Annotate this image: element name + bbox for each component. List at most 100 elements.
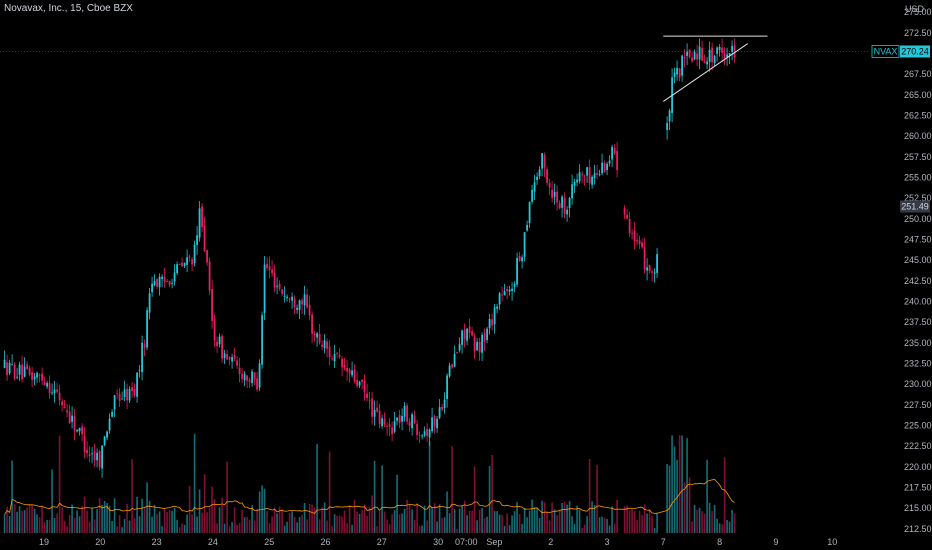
y-tick-label: 267.50 — [904, 69, 932, 79]
candle-body — [163, 277, 166, 282]
volume-bar — [353, 499, 356, 533]
candle-body — [566, 209, 568, 215]
volume-bar — [553, 509, 556, 533]
volume-bar — [601, 516, 603, 533]
volume-bar — [231, 522, 233, 533]
candle-body — [641, 242, 643, 248]
candle-body — [718, 46, 721, 50]
candle-body — [343, 365, 346, 368]
candle-body — [183, 262, 186, 267]
candle-body — [381, 418, 383, 427]
candle-body — [141, 342, 143, 373]
candle-body — [428, 429, 431, 438]
volume-bar — [466, 515, 468, 533]
volume-bar — [273, 507, 276, 533]
volume-bar — [476, 520, 478, 533]
volume-bar — [598, 517, 601, 533]
x-tick-label: 9 — [773, 537, 778, 547]
volume-bar — [631, 509, 633, 533]
volume-bar — [216, 523, 218, 533]
volume-bar — [211, 486, 213, 533]
volume-bar — [431, 507, 433, 533]
volume-bar — [306, 519, 308, 533]
candle-body — [96, 452, 98, 461]
candle-body — [708, 49, 711, 62]
volume-bar — [396, 474, 398, 533]
volume-bar — [586, 516, 588, 533]
volume-bar — [66, 526, 68, 533]
candle-body — [268, 266, 271, 271]
candle-body — [3, 359, 6, 368]
candle-body — [318, 333, 321, 343]
volume-bar — [418, 525, 421, 533]
volume-bar — [481, 508, 483, 533]
volume-bar — [196, 516, 198, 533]
candle-body — [483, 332, 486, 342]
volume-bar — [181, 523, 183, 533]
volume-bar — [246, 516, 248, 533]
candle-body — [681, 55, 683, 76]
x-tick-label: 20 — [95, 537, 105, 547]
candle-body — [688, 49, 691, 58]
candle-body — [716, 47, 718, 54]
y-tick-label: 260.00 — [904, 131, 932, 141]
candle-body — [378, 410, 381, 425]
candle-body — [336, 352, 338, 354]
volume-bar — [256, 508, 258, 533]
candle-body — [168, 280, 171, 285]
volume-bar — [363, 504, 366, 533]
volume-bar — [203, 474, 206, 533]
volume-bar — [291, 511, 293, 533]
candle-body — [178, 264, 181, 265]
volume-bar — [351, 524, 353, 533]
trendline-support[interactable] — [663, 43, 749, 102]
volume-bar — [573, 524, 576, 533]
candle-body — [401, 415, 403, 422]
volume-bar — [288, 512, 291, 533]
volume-bar — [8, 516, 11, 533]
candle-body — [581, 174, 583, 176]
candle-body — [538, 169, 541, 177]
candle-body — [568, 197, 571, 208]
volume-bar — [198, 489, 201, 533]
volume-bar — [406, 499, 408, 533]
candle-body — [48, 382, 51, 393]
candle-body — [291, 296, 293, 301]
volume-bar — [681, 435, 683, 533]
volume-bar — [46, 520, 48, 533]
volume-bar — [113, 498, 116, 533]
candle-body — [233, 354, 236, 359]
volume-bar — [338, 515, 341, 533]
volume-bar — [128, 520, 131, 533]
candle-body — [116, 393, 118, 395]
candle-body — [248, 379, 251, 382]
candle-body — [121, 398, 123, 400]
chart-title: Novavax, Inc., 15, Cboe BZX — [4, 3, 133, 14]
candle-body — [113, 395, 116, 410]
volume-bar — [478, 509, 481, 533]
candle-body — [33, 376, 36, 380]
volume-bar — [521, 523, 523, 533]
candle-body — [416, 424, 418, 436]
candle-body — [351, 370, 353, 376]
volume-bar — [136, 496, 138, 533]
volume-bar — [386, 519, 388, 533]
candle-body — [338, 354, 341, 357]
volume-bar — [36, 514, 38, 533]
candle-body — [186, 257, 188, 265]
volume-bar — [408, 503, 411, 533]
candle-body — [373, 409, 376, 417]
candle-body — [118, 393, 121, 401]
y-tick-label: 215.00 — [904, 503, 932, 513]
candle-body — [623, 208, 626, 215]
volume-bar — [16, 511, 18, 533]
candle-body — [63, 407, 66, 408]
last-price-tag — [900, 200, 930, 213]
volume-bar — [18, 506, 21, 533]
volume-bar — [83, 496, 86, 533]
candle-body — [256, 378, 258, 390]
candle-body — [643, 247, 646, 270]
candle-body — [608, 160, 611, 164]
volume-bar — [76, 510, 78, 533]
